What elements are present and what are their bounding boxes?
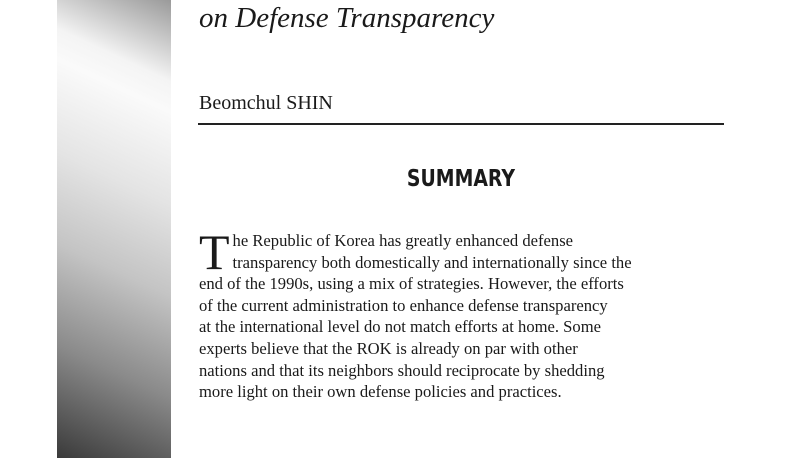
body-line: of the current administration to enhance… xyxy=(199,295,608,315)
author-name: Beomchul SHIN xyxy=(199,92,333,114)
body-line: at the international level do not match … xyxy=(199,317,601,337)
body-line: transparency both domestically and inter… xyxy=(232,252,632,272)
body-line: more light on their own defense policies… xyxy=(199,382,562,402)
decorative-gradient-bar xyxy=(57,0,171,458)
divider xyxy=(198,123,724,125)
summary-heading: SUMMARY xyxy=(406,166,516,192)
body-line: experts believe that the ROK is already … xyxy=(199,338,578,358)
body-line: he Republic of Korea has greatly enhance… xyxy=(232,231,574,250)
body-line: end of the 1990s, using a mix of strateg… xyxy=(199,274,624,294)
article-title: on Defense Transparency xyxy=(199,2,495,34)
body-line: nations and that its neighbors should re… xyxy=(199,360,605,380)
summary-body: T he Republic of Korea has greatly enhan… xyxy=(199,224,679,403)
drop-cap: T xyxy=(199,224,230,280)
